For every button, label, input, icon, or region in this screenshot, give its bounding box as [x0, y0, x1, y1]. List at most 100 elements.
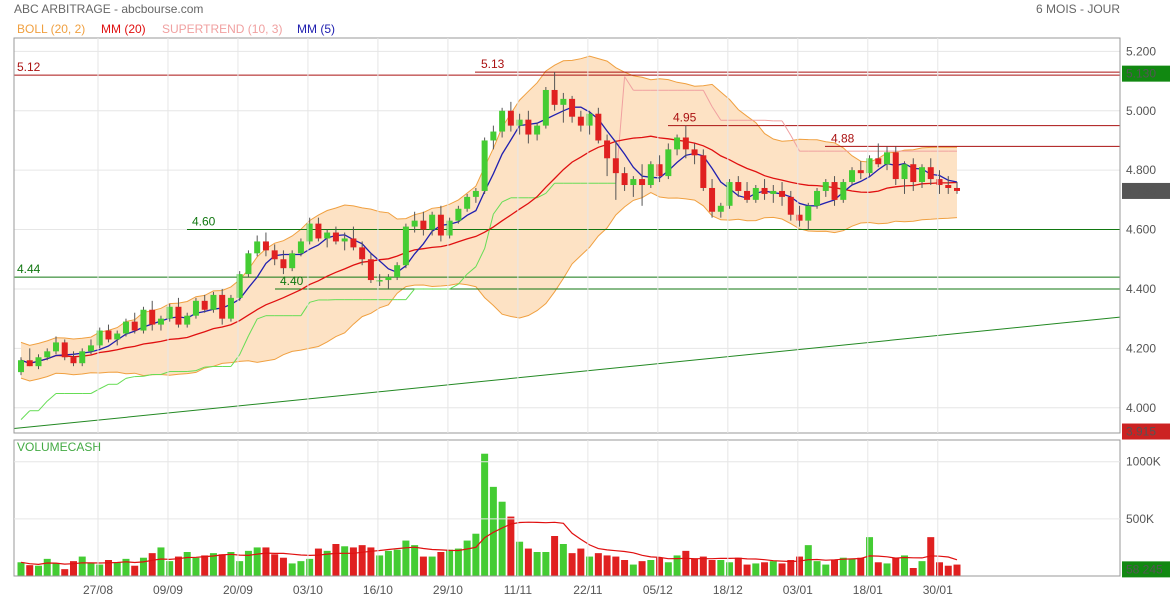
volume-bar — [227, 552, 235, 576]
volume-bar — [708, 560, 716, 576]
candle-body — [665, 149, 672, 177]
legend-item: SUPERTREND (10, 3) — [162, 22, 282, 36]
volume-bar — [17, 562, 25, 576]
candle-body — [236, 274, 243, 298]
candle-body — [621, 173, 628, 186]
volume-bar — [454, 548, 462, 576]
supertrend-segment — [38, 400, 48, 412]
candle-body — [875, 158, 882, 165]
candle-body — [639, 179, 646, 186]
date-axis: 27/08 09/09 20/09 03/10 16/10 29/10 11/11 22/11… — [83, 38, 953, 597]
candle-body — [884, 152, 891, 165]
volume-bar — [43, 558, 51, 576]
volume-bar — [726, 562, 734, 576]
volume-bar — [507, 516, 515, 576]
candle-body — [166, 306, 173, 319]
volume-bar — [419, 556, 427, 576]
candle-body — [647, 164, 654, 186]
volume-bar — [551, 536, 559, 576]
candle-body — [840, 182, 847, 200]
candle-body — [472, 190, 479, 197]
candle-body — [210, 294, 217, 310]
price-tick-label: 4.400 — [1126, 282, 1156, 296]
candle-body — [796, 214, 803, 221]
candle-body — [656, 164, 663, 177]
last-price-badge-bg — [1122, 182, 1170, 199]
bollinger-band-fill — [21, 56, 957, 381]
high-price-badge-bg — [1122, 65, 1170, 82]
candle-body — [184, 315, 191, 325]
high-price-badge: 5.130 — [1126, 67, 1156, 81]
volume-bar — [717, 560, 725, 576]
candle-body — [709, 187, 716, 212]
volume-bar — [481, 453, 489, 576]
date-tick-label: 27/08 — [83, 583, 113, 597]
volume-bar — [936, 562, 944, 576]
volume-bar — [664, 562, 672, 576]
candle-body — [61, 342, 68, 358]
candle-body — [122, 321, 129, 334]
supertrend-segment — [405, 288, 416, 300]
date-tick-label: 05/12 — [643, 583, 673, 597]
candle-body — [490, 131, 497, 141]
low-price-badge-bg — [1122, 423, 1170, 440]
candle-body — [280, 259, 287, 269]
volume-bar — [743, 564, 751, 576]
price-axis: 5.200 5.000 4.800 4.600 4.400 4.200 4.000 — [1126, 44, 1156, 414]
volume-bar — [656, 557, 664, 576]
candle-body — [866, 158, 873, 174]
volume-bar — [236, 561, 244, 576]
volume-bars — [17, 453, 961, 576]
candle-body — [455, 208, 462, 221]
support-label: 4.40 — [280, 274, 304, 288]
date-tick-label: 11/11 — [504, 583, 533, 597]
indicator-legend: BOLL (20, 2) MM (20) SUPERTREND (10, 3) MM … — [17, 22, 335, 36]
price-panel-border — [13, 37, 1121, 434]
volume-panel-border — [13, 439, 1121, 577]
volume-bar — [927, 537, 935, 576]
last-price-badge: 4.730 — [1126, 184, 1156, 198]
supertrend-segment — [492, 201, 503, 215]
last-volume-badge-bg — [1122, 561, 1170, 578]
candle-body — [332, 232, 339, 242]
candle-body — [18, 360, 24, 373]
candle-body — [245, 253, 252, 275]
candle-body — [770, 190, 777, 194]
bollinger-upper-band — [20, 55, 957, 346]
volume-bar — [192, 557, 200, 576]
volume-bar — [638, 561, 646, 576]
volume-bar — [437, 552, 445, 576]
candle-body — [35, 357, 42, 367]
volume-bar — [341, 546, 349, 576]
supertrend-segment — [484, 213, 494, 249]
date-tick-label: 30/01 — [923, 583, 953, 597]
volume-bar — [586, 556, 594, 576]
volume-bar — [131, 565, 139, 576]
volume-bar — [367, 547, 375, 576]
candle-body — [385, 277, 392, 281]
candle-body — [227, 297, 234, 319]
candle-body — [481, 140, 488, 191]
date-tick-label: 03/10 — [293, 583, 323, 597]
candle-body — [822, 182, 829, 191]
last-volume-badge: 58 245 — [1126, 562, 1163, 576]
candle-body — [857, 170, 864, 174]
candle-body — [70, 357, 77, 364]
candle-body — [44, 351, 51, 358]
volume-bar — [769, 561, 777, 576]
candle-body — [551, 89, 558, 105]
supertrend-segment — [501, 197, 512, 203]
legend-item: BOLL (20, 2) — [17, 22, 85, 36]
chart-title: ABC ARBITRAGE - abcbourse.com — [14, 2, 203, 16]
price-tick-label: 5.200 — [1126, 44, 1156, 58]
candle-body — [367, 259, 374, 281]
candle-body — [140, 309, 147, 331]
volume-bar — [314, 548, 322, 576]
candle-body — [437, 214, 444, 236]
volume-bar — [61, 569, 69, 576]
price-tick-label: 4.600 — [1126, 223, 1156, 237]
candle-body — [464, 196, 471, 209]
volume-bar — [332, 544, 340, 576]
candle-body — [604, 140, 611, 159]
candle-body — [787, 196, 794, 215]
